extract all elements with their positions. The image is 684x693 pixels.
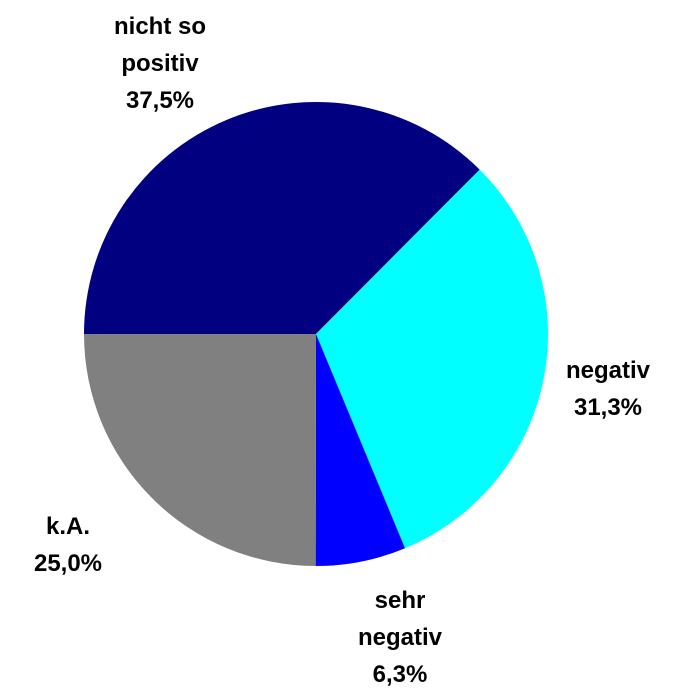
slice-label: k.A. 25,0% — [3, 508, 133, 582]
value-label: 25,0% — [33, 550, 103, 577]
pie-slice — [316, 169, 548, 549]
category-label: nicht so positiv — [113, 13, 206, 77]
category-label: sehr negativ — [357, 587, 443, 651]
category-label: negativ — [565, 357, 651, 384]
pie-slice — [315, 334, 406, 566]
category-label: k.A. — [45, 513, 90, 540]
pie-slice — [84, 101, 480, 335]
value-label: 37,5% — [125, 87, 195, 114]
value-label: 31,3% — [573, 394, 643, 421]
value-label: 6,3% — [372, 661, 428, 688]
slice-label: negativ 31,3% — [543, 352, 673, 426]
slice-label: sehr negativ 6,3% — [335, 582, 465, 693]
pie-slice — [84, 334, 316, 566]
slice-label: nicht so positiv 37,5% — [85, 8, 235, 119]
